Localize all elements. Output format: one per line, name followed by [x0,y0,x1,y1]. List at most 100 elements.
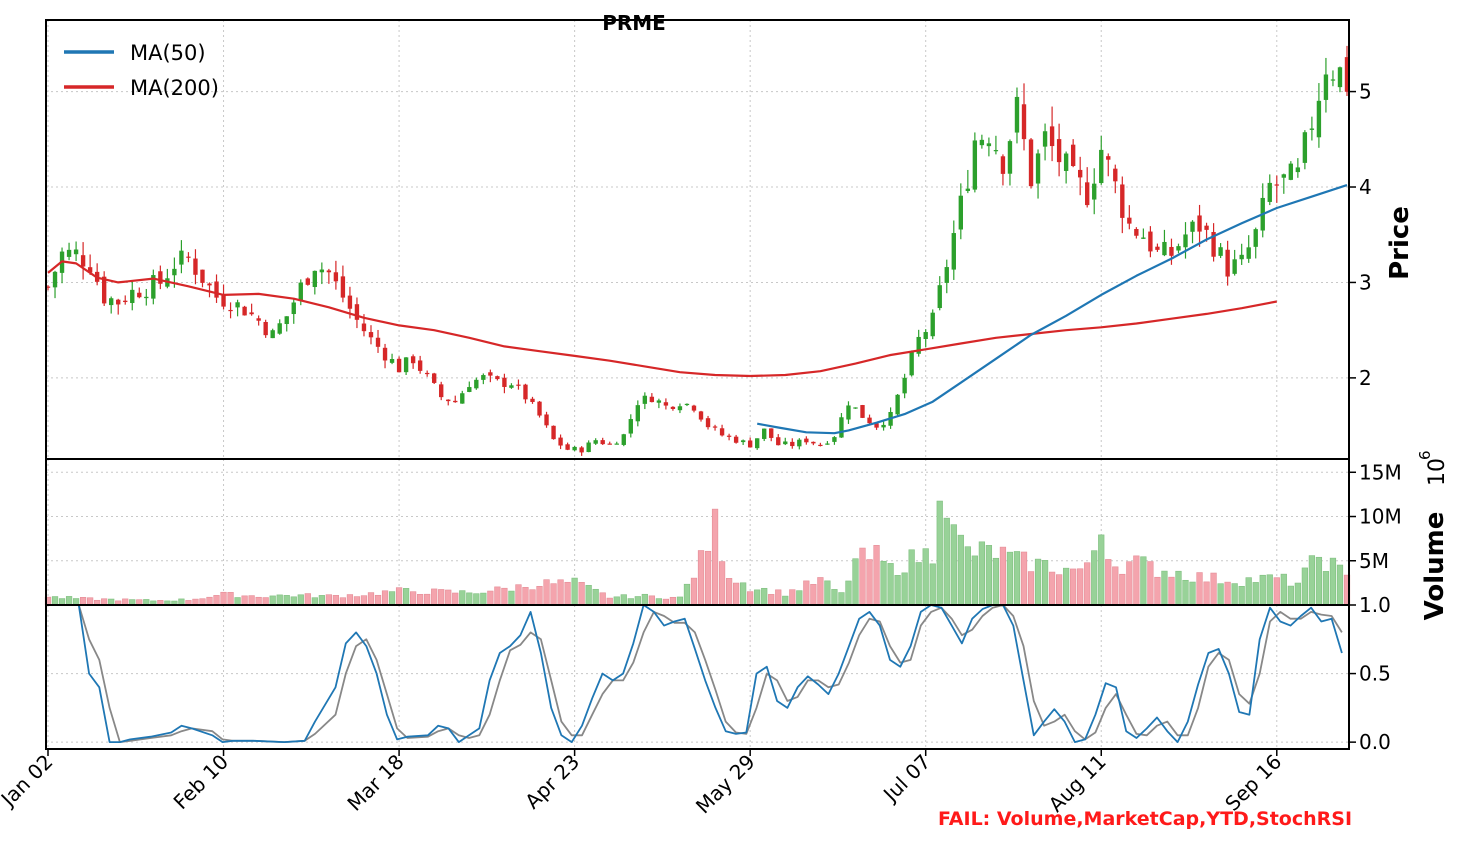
volume-bar [648,595,655,606]
candle-body [705,418,711,428]
candle-body [881,424,886,428]
candle-body [277,323,282,334]
candle-body [804,438,809,443]
volume-bar [845,580,852,606]
candle-body [87,267,93,273]
candle-body [572,446,577,451]
legend-ma200-label: MA(200) [130,76,219,100]
candle-body [740,440,746,443]
candle-body [45,286,51,288]
candle-body [221,294,226,307]
volume-bar [641,593,648,606]
candle-body [663,402,669,406]
volume-bar [690,577,698,606]
volume-bar [1259,574,1266,606]
volume-bar [1273,577,1280,606]
volume-bar [571,577,578,606]
candle-body [1253,229,1258,247]
candle-body [544,414,549,426]
candle-body [340,276,346,298]
volume-bar [360,595,368,606]
candle-body [1056,139,1062,163]
volume-bar [51,596,59,606]
volume-bar [1063,567,1070,606]
candle-body [1014,96,1020,133]
candle-body [424,372,430,375]
volume-bar [262,597,269,606]
volume-bar [487,590,494,606]
candle-body [516,384,521,386]
candle-body [509,385,514,388]
candle-body [1190,221,1195,232]
candle-body [1302,132,1308,163]
volume-bar [683,583,691,606]
volume-bar [459,590,466,606]
volume-bar [1175,570,1182,606]
candle-body [1127,217,1132,224]
candle-body [867,417,872,424]
candle-body [1106,156,1111,160]
volume-bar [950,524,957,606]
candle-body [432,373,437,383]
volume-bar [866,559,873,606]
stoch-tick-label: 0.5 [1359,662,1391,686]
candle-body [1000,156,1006,174]
candle-body [853,407,858,409]
candle-body [1218,247,1223,256]
volume-bar [1027,571,1035,606]
candle-body [80,255,86,267]
candle-body [642,395,648,404]
volume-bar [1210,572,1217,606]
volume-bar [543,579,550,606]
volume-bar [978,541,985,606]
x-tick-label: Jul 07 [877,750,935,808]
candle-body [874,423,879,428]
price-tick-label: 3 [1359,270,1372,294]
candle-body [116,299,121,305]
volume-bar [1301,567,1308,606]
candle-body [1077,169,1083,178]
volume-bar [747,591,754,606]
volume-bar [1147,561,1154,606]
candle-body [951,233,956,270]
volume-bar [374,594,382,606]
candle-body [825,443,830,445]
candle-body [66,249,72,257]
volume-bar [775,589,782,606]
price-tick-label: 2 [1359,366,1372,390]
candle-body [123,300,128,303]
candle-body [1232,259,1237,274]
volume-bar [1098,534,1105,606]
volume-bar [1119,573,1126,606]
candle-body [747,440,753,448]
volume-bar [740,582,747,606]
candle-body [186,256,191,258]
candle-body [333,272,339,282]
candle-body [130,289,135,304]
volume-bar [515,584,522,606]
candle-body [972,140,978,190]
volume-bar [1168,576,1175,606]
volume-bar [824,580,831,606]
candle-body [895,394,900,415]
candle-body [670,406,676,409]
price-frame [45,19,1350,460]
candle-body [207,283,212,286]
volume-bar [234,597,241,606]
candle-body [214,281,219,298]
candle-body [235,302,240,308]
volume-bar [725,578,733,606]
volume-bar [1203,581,1210,606]
volume-bar [346,594,354,606]
candle-body [916,336,921,354]
candle-body [396,358,402,373]
candle-body [1246,247,1251,259]
candle-body [312,270,318,288]
candle-body [593,440,598,444]
candle-body [467,387,472,392]
candle-body [712,426,718,428]
candle-body [1120,184,1125,218]
volume-bar [522,587,529,606]
candle-body [368,332,374,338]
volume-bar [564,581,571,606]
